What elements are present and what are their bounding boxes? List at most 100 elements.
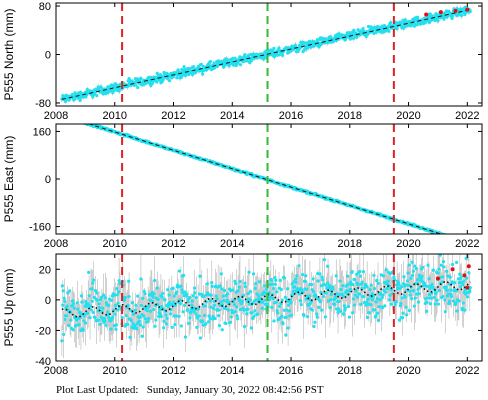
data-point <box>173 322 177 327</box>
data-point <box>112 89 116 93</box>
data-point <box>216 314 221 318</box>
data-point <box>249 326 253 330</box>
data-point <box>210 284 214 288</box>
data-point <box>343 38 347 42</box>
data-point <box>366 297 370 301</box>
data-point <box>320 275 324 279</box>
data-point <box>170 325 174 329</box>
data-point <box>207 314 211 318</box>
recent-data-point <box>430 232 434 234</box>
data-point <box>253 286 257 290</box>
data-point <box>194 312 198 316</box>
x-tick-label: 2008 <box>44 110 68 122</box>
data-point <box>424 296 428 301</box>
data-point <box>410 260 414 264</box>
data-point <box>102 316 107 320</box>
data-point <box>311 277 315 281</box>
data-point <box>166 288 170 292</box>
data-point <box>69 117 72 120</box>
data-point <box>234 282 238 286</box>
data-point <box>228 320 233 324</box>
data-point <box>361 270 366 274</box>
data-point <box>355 295 360 299</box>
data-point <box>106 312 110 316</box>
data-point <box>126 322 130 326</box>
data-point <box>428 287 432 291</box>
data-point <box>362 295 366 299</box>
data-point <box>356 282 360 287</box>
data-point <box>432 295 436 300</box>
data-point <box>360 286 364 291</box>
data-point <box>198 336 203 340</box>
data-point <box>334 296 338 300</box>
data-point <box>427 293 431 297</box>
data-point <box>99 85 103 89</box>
data-point <box>451 299 456 303</box>
data-point <box>282 308 286 312</box>
data-point <box>436 271 440 275</box>
data-point <box>435 298 439 302</box>
data-point <box>195 325 199 329</box>
data-point <box>346 274 350 278</box>
data-point <box>361 29 366 33</box>
data-point <box>277 304 282 308</box>
data-point <box>70 116 73 119</box>
data-point <box>298 299 302 303</box>
data-point <box>188 316 192 320</box>
data-point <box>409 276 413 280</box>
x-tick-label: 2020 <box>396 238 420 250</box>
y-tick-label: -160 <box>29 222 51 234</box>
data-point <box>393 303 397 307</box>
data-point <box>238 63 242 67</box>
data-point <box>268 295 272 299</box>
data-point <box>132 312 136 316</box>
data-point <box>122 298 127 302</box>
data-point <box>109 327 113 331</box>
data-point <box>400 316 405 320</box>
data-point <box>187 321 191 325</box>
data-point <box>285 308 289 312</box>
data-point <box>341 294 346 299</box>
data-point <box>110 317 114 322</box>
data-point <box>136 294 140 298</box>
data-point <box>373 308 377 312</box>
data-point <box>160 295 164 299</box>
data-point <box>68 116 71 119</box>
data-point <box>314 295 318 299</box>
y-tick-label: 0 <box>45 50 51 62</box>
data-point <box>242 324 247 329</box>
data-point <box>370 292 374 296</box>
data-point <box>278 278 282 282</box>
data-point <box>457 299 461 303</box>
data-point <box>90 287 94 291</box>
data-point <box>340 292 344 296</box>
data-point <box>238 280 242 284</box>
data-point <box>82 319 86 323</box>
data-point <box>88 304 93 308</box>
data-point <box>171 286 175 290</box>
data-point <box>72 117 75 120</box>
data-point <box>70 92 74 97</box>
data-point <box>80 120 83 123</box>
data-point <box>376 281 380 286</box>
data-point <box>458 272 462 276</box>
data-point <box>328 306 332 310</box>
data-point <box>365 300 369 304</box>
recent-data-point <box>435 276 440 281</box>
data-point <box>358 274 362 278</box>
data-point <box>449 236 452 239</box>
data-point <box>227 301 231 305</box>
data-point <box>272 319 276 323</box>
data-point <box>167 293 171 297</box>
data-point <box>271 296 275 301</box>
x-tick-label: 2012 <box>161 238 185 250</box>
x-tick-label: 2010 <box>103 365 127 377</box>
data-point <box>156 302 160 307</box>
data-point <box>211 306 216 311</box>
data-point <box>192 286 197 290</box>
data-point <box>183 335 188 339</box>
data-point <box>252 314 256 318</box>
data-point <box>145 308 149 313</box>
data-point <box>226 58 230 62</box>
data-point <box>449 235 452 238</box>
